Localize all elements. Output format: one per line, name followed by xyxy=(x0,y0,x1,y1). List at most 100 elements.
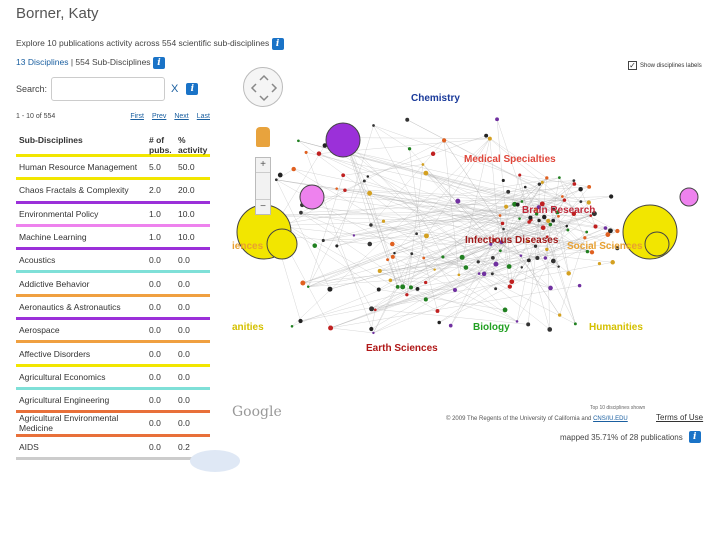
table-row[interactable]: Machine Learning 1.0 10.0 xyxy=(16,227,210,251)
clear-search-button[interactable]: X xyxy=(171,83,179,95)
table-row[interactable]: Agricultural Engineering 0.0 0.0 xyxy=(16,390,210,414)
page-title: Borner, Katy xyxy=(16,5,99,22)
cell-name: AIDS xyxy=(19,441,39,452)
cell-pubs: 0.0 xyxy=(149,301,161,312)
copyright-text: © 2009 The Regents of the University of … xyxy=(446,416,628,422)
cell-name: Aeronautics & Astronautics xyxy=(19,301,121,312)
cell-pubs: 0.0 xyxy=(149,255,161,266)
map-label-infectious: Infectious Diseases xyxy=(465,235,559,246)
info-icon[interactable]: i xyxy=(152,57,165,69)
pan-arrows-icon xyxy=(250,74,278,102)
cell-pubs: 1.0 xyxy=(149,208,161,219)
pan-control[interactable] xyxy=(243,67,283,107)
table-row[interactable]: Acoustics 0.0 0.0 xyxy=(16,250,210,274)
cell-activity: 50.0 xyxy=(178,162,195,173)
cell-activity: 0.0 xyxy=(178,395,190,406)
cell-activity: 10.0 xyxy=(178,232,195,243)
pager: 1 - 10 of 554 First Prev Next Last xyxy=(16,113,210,120)
table-row[interactable]: AIDS 0.0 0.2 xyxy=(16,437,210,460)
google-logo: Google xyxy=(232,404,282,420)
info-icon[interactable]: i xyxy=(186,83,199,95)
pager-first[interactable]: First xyxy=(130,113,144,120)
search-row: Search: X i xyxy=(16,77,199,101)
explore-text: Explore 10 publications activity across … xyxy=(16,38,284,50)
decorative-blob xyxy=(190,450,240,472)
table-row[interactable]: Agricultural Economics 0.0 0.0 xyxy=(16,367,210,390)
pager-prev[interactable]: Prev xyxy=(151,113,167,120)
cell-name: Agricultural Economics xyxy=(19,371,106,382)
cell-pubs: 1.0 xyxy=(149,232,161,243)
table-row[interactable]: Environmental Policy 1.0 10.0 xyxy=(16,204,210,227)
header-subdisciplines[interactable]: Sub-Disciplines xyxy=(19,135,83,145)
cell-activity: 0.0 xyxy=(178,278,190,289)
table-row[interactable]: Aeronautics & Astronautics 0.0 0.0 xyxy=(16,297,210,321)
cell-activity: 0.0 xyxy=(178,325,190,336)
header-activity[interactable]: % activity xyxy=(178,135,208,155)
cell-activity: 10.0 xyxy=(178,208,195,219)
map-label-chemistry: Chemistry xyxy=(411,93,460,104)
map-label-brain: Brain Research xyxy=(522,205,596,216)
table-header: Sub-Disciplines # of pubs. % activity xyxy=(16,133,210,157)
cell-activity: 0.0 xyxy=(178,348,190,359)
cell-activity: 0.0 xyxy=(178,301,190,312)
zoom-slider[interactable] xyxy=(256,172,270,200)
subdiscipline-table: Sub-Disciplines # of pubs. % activity Hu… xyxy=(16,133,210,460)
show-labels-toggle[interactable]: ✓ Show disciplines labels xyxy=(628,61,702,70)
mapped-status: mapped 35.71% of 28 publications i xyxy=(560,431,701,443)
cell-activity: 0.2 xyxy=(178,441,190,452)
cell-name: Affective Disorders xyxy=(19,348,91,359)
info-icon[interactable]: i xyxy=(271,38,284,50)
cell-activity: 0.0 xyxy=(178,371,190,382)
cell-name: Acoustics xyxy=(19,255,56,266)
cell-pubs: 5.0 xyxy=(149,162,161,173)
cell-pubs: 0.0 xyxy=(149,348,161,359)
cell-name: Agricultural Environmental Medicine xyxy=(19,413,119,434)
cell-activity: 0.0 xyxy=(178,255,190,266)
cell-pubs: 0.0 xyxy=(149,441,161,452)
map-canvas[interactable] xyxy=(230,55,720,445)
table-row[interactable]: Human Resource Management 5.0 50.0 xyxy=(16,157,210,181)
terms-link[interactable]: Terms of Use xyxy=(656,413,704,422)
pegman-icon[interactable] xyxy=(256,127,270,147)
subdisciplines-text: 554 Sub-Disciplines xyxy=(75,57,151,67)
pager-range: 1 - 10 of 554 xyxy=(16,113,56,120)
zoom-in-button[interactable]: + xyxy=(260,159,266,170)
table-row[interactable]: Addictive Behavior 0.0 0.0 xyxy=(16,273,210,297)
cell-pubs: 2.0 xyxy=(149,185,161,196)
table-row[interactable]: Aerospace 0.0 0.0 xyxy=(16,320,210,344)
science-map[interactable] xyxy=(230,55,720,445)
map-label-social-left: iences xyxy=(232,241,264,252)
map-label-humanities-right: Humanities xyxy=(589,322,643,333)
info-icon[interactable]: i xyxy=(688,431,701,443)
cell-activity: 20.0 xyxy=(178,185,195,196)
zoom-out-button[interactable]: − xyxy=(260,201,266,212)
pager-last[interactable]: Last xyxy=(196,113,210,120)
cell-name: Addictive Behavior xyxy=(19,278,90,289)
cell-name: Machine Learning xyxy=(19,232,87,243)
cell-pubs: 0.0 xyxy=(149,418,161,429)
pager-next[interactable]: Next xyxy=(174,113,189,120)
cell-pubs: 0.0 xyxy=(149,371,161,382)
cell-pubs: 0.0 xyxy=(149,325,161,336)
table-row[interactable]: Chaos Fractals & Complexity 2.0 20.0 xyxy=(16,180,210,204)
map-label-biology: Biology xyxy=(473,322,510,333)
cell-pubs: 0.0 xyxy=(149,278,161,289)
cell-name: Environmental Policy xyxy=(19,208,99,219)
show-labels-checkbox[interactable]: ✓ xyxy=(628,61,637,70)
discipline-links: 13 Disciplines | 554 Sub-Disciplines i xyxy=(16,57,165,69)
header-pubs[interactable]: # of pubs. xyxy=(149,135,172,155)
search-input[interactable] xyxy=(51,77,166,101)
map-label-medical: Medical Specialties xyxy=(464,154,556,165)
cell-name: Agricultural Engineering xyxy=(19,395,110,406)
cell-activity: 0.0 xyxy=(178,418,190,429)
table-row[interactable]: Agricultural Environmental Medicine 0.0 0.… xyxy=(16,413,210,437)
search-label: Search: xyxy=(16,84,48,94)
map-label-humanities-left: anities xyxy=(232,322,264,333)
cell-name: Human Resource Management xyxy=(19,162,138,173)
map-label-social-right: Social Sciences xyxy=(567,241,643,252)
top-shown-text: Top 10 disciplines shown xyxy=(590,405,646,411)
zoom-control[interactable]: + − xyxy=(255,157,271,215)
cns-link[interactable]: CNS/IU.EDU xyxy=(593,416,628,422)
disciplines-link[interactable]: 13 Disciplines xyxy=(16,57,69,67)
table-row[interactable]: Affective Disorders 0.0 0.0 xyxy=(16,343,210,367)
